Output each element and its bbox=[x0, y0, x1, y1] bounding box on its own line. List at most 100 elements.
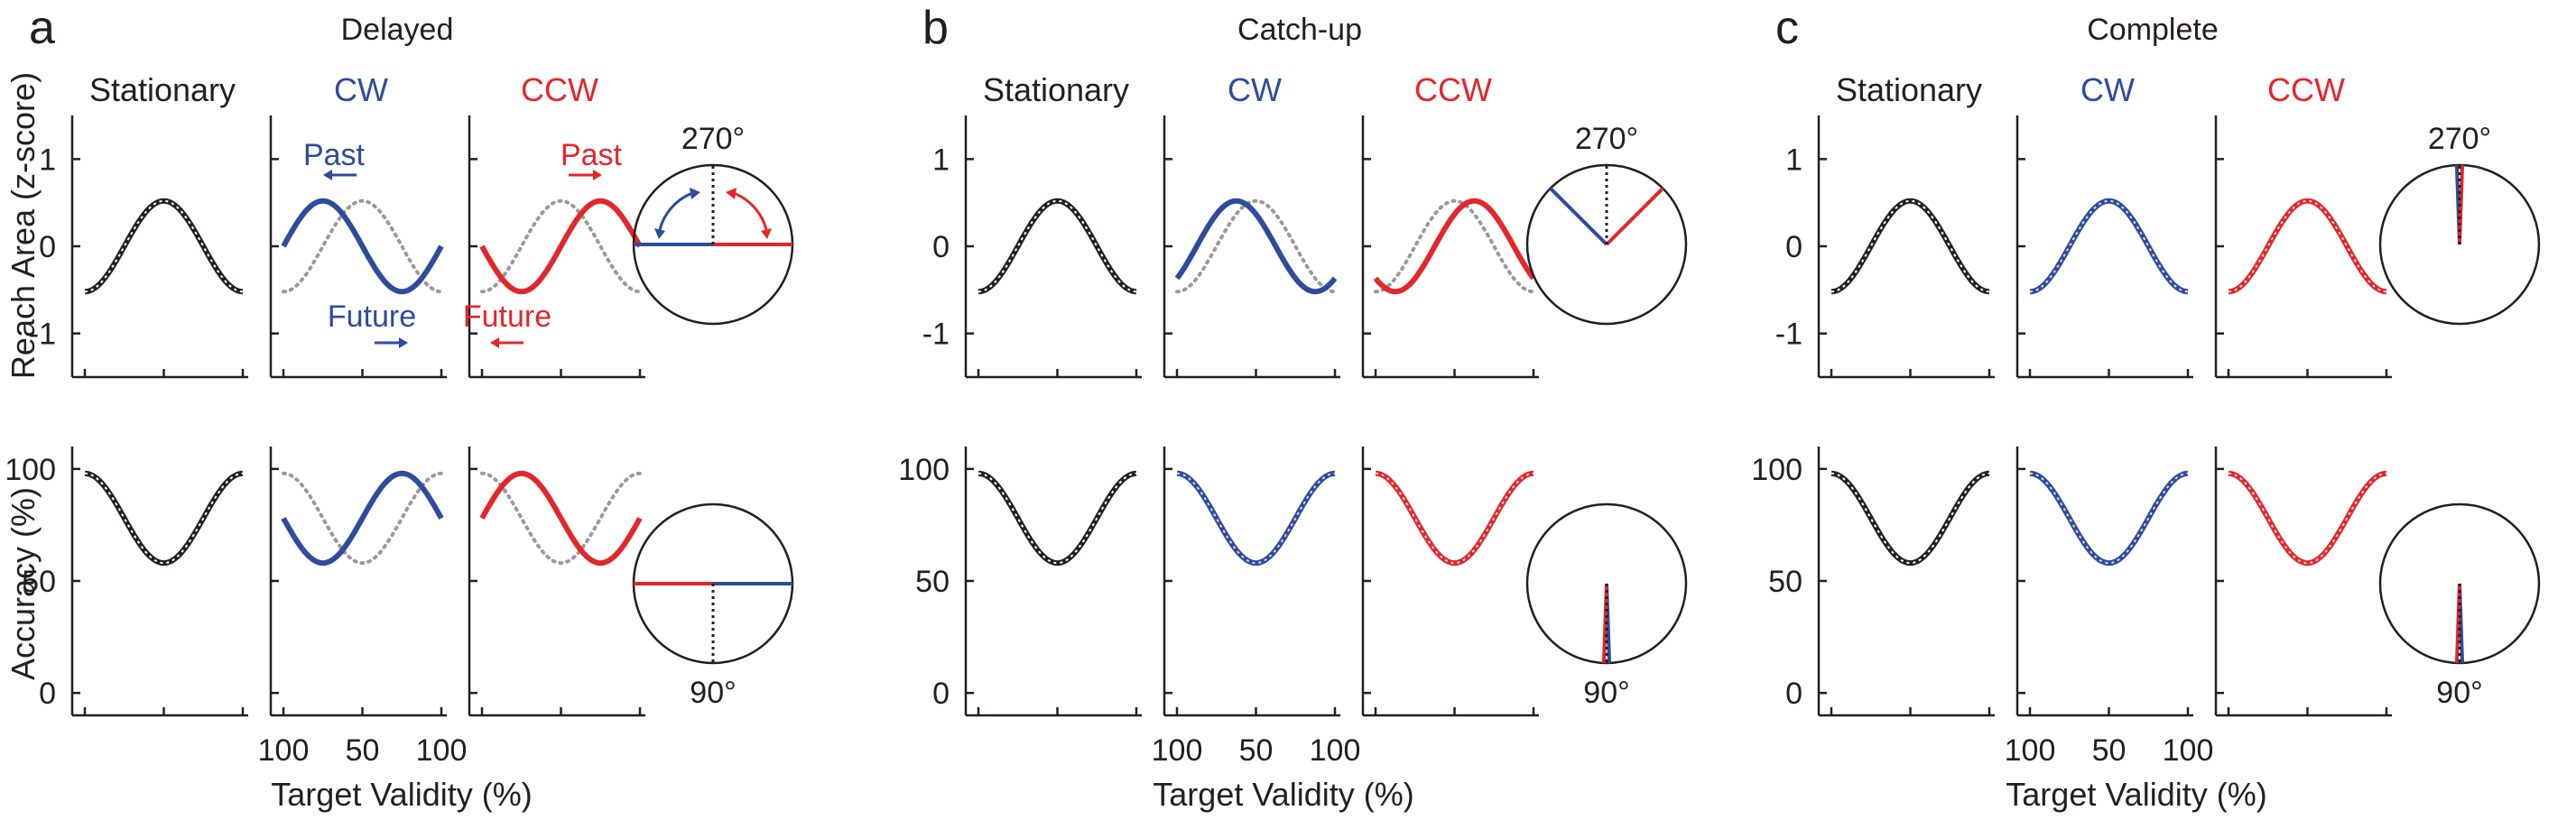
reference-dotted-line bbox=[1175, 198, 1337, 294]
reference-dotted-line bbox=[1830, 199, 1990, 293]
arc-cw bbox=[657, 190, 696, 235]
column-title: CW bbox=[334, 71, 388, 108]
series-line-cw bbox=[2029, 198, 2189, 295]
panel-letter: c bbox=[1775, 2, 1799, 54]
reference-dotted-line bbox=[84, 472, 244, 565]
series-line-cw bbox=[281, 198, 444, 295]
phase-circle bbox=[2378, 502, 2541, 665]
reference-dotted-line bbox=[2228, 199, 2387, 293]
reference-dotted-line bbox=[480, 471, 642, 566]
panel-b: b Catch-up Stationary CW CCW -1 0 1 270° 0 50 100 90… bbox=[898, 2, 1688, 813]
annotation-future-cw: Future bbox=[328, 299, 416, 334]
phase-spoke-ccw bbox=[1605, 187, 1664, 246]
y-tick-label: 0 bbox=[39, 230, 56, 264]
panel-letter: b bbox=[922, 2, 949, 54]
reference-dotted-line bbox=[2228, 472, 2387, 565]
reference-dotted-line bbox=[480, 198, 642, 294]
series-line-stationary bbox=[978, 470, 1137, 567]
y-tick-label: -1 bbox=[29, 318, 56, 352]
y-tick-label: 100 bbox=[1751, 453, 1802, 487]
arc-tail-ccw bbox=[726, 188, 737, 199]
annotation-past-ccw: Past bbox=[561, 138, 623, 172]
angle-label-270: 270° bbox=[681, 122, 745, 156]
arrowhead-past-ccw bbox=[593, 170, 602, 180]
column-title: CCW bbox=[2267, 71, 2345, 108]
x-axis-label: Target Validity (%) bbox=[1153, 776, 1413, 813]
arc-head-cw bbox=[690, 188, 700, 199]
reference-dotted-line bbox=[2029, 199, 2189, 293]
x-tick-label: 50 bbox=[2092, 733, 2127, 768]
reference-dotted-line bbox=[1176, 472, 1336, 565]
series-line-ccw bbox=[2228, 198, 2387, 295]
phase-spoke-cw bbox=[1549, 187, 1608, 246]
x-tick-label: 100 bbox=[2005, 733, 2056, 768]
arc-tail-cw bbox=[654, 228, 665, 239]
phase-circle bbox=[2378, 163, 2541, 326]
x-tick-label: 50 bbox=[346, 733, 380, 768]
panel-title: Delayed bbox=[341, 13, 454, 47]
series-line-cw bbox=[1174, 198, 1338, 295]
reference-dotted-line bbox=[84, 199, 244, 293]
y-tick-label: -1 bbox=[1775, 318, 1802, 352]
reference-dotted-line bbox=[1374, 198, 1535, 294]
series-line-cw bbox=[2029, 470, 2189, 567]
panel-title: Complete bbox=[2087, 13, 2219, 47]
y-tick-label: 50 bbox=[915, 565, 950, 599]
y-tick-label: 1 bbox=[39, 143, 56, 177]
series-line-stationary bbox=[1830, 198, 1990, 295]
column-title: Stationary bbox=[89, 71, 236, 108]
series-line-ccw bbox=[1373, 198, 1536, 295]
series-line-cw bbox=[281, 470, 444, 567]
x-tick-label: 100 bbox=[258, 733, 310, 768]
column-title: CCW bbox=[521, 71, 598, 108]
reference-dotted-line bbox=[1375, 472, 1534, 565]
arrowhead-future-ccw bbox=[490, 337, 499, 348]
y-tick-label: 1 bbox=[932, 143, 950, 177]
x-tick-label: 100 bbox=[416, 733, 468, 768]
reference-dotted-line bbox=[978, 199, 1137, 293]
series-line-cw bbox=[1176, 470, 1336, 567]
series-line-stationary bbox=[978, 198, 1137, 295]
y-tick-label: -1 bbox=[922, 318, 950, 352]
column-title: CW bbox=[1228, 71, 1282, 108]
angle-label-90: 90° bbox=[1583, 676, 1629, 710]
y-tick-label: 100 bbox=[5, 453, 56, 487]
arc-head-ccw bbox=[761, 228, 772, 239]
x-axis-label: Target Validity (%) bbox=[2006, 776, 2266, 813]
series-line-ccw bbox=[479, 470, 643, 567]
y-tick-label: 0 bbox=[1785, 230, 1802, 264]
y-tick-label: 1 bbox=[1785, 143, 1802, 177]
y-tick-label: 0 bbox=[39, 677, 56, 711]
x-axis-label: Target Validity (%) bbox=[271, 776, 532, 813]
y-tick-label: 0 bbox=[932, 230, 950, 264]
reference-dotted-line bbox=[282, 471, 443, 566]
phase-circle bbox=[1525, 502, 1688, 665]
series-line-ccw bbox=[479, 198, 643, 295]
x-tick-label: 100 bbox=[2163, 733, 2214, 768]
y-tick-label: 0 bbox=[932, 677, 950, 711]
reference-dotted-line bbox=[2029, 472, 2189, 565]
panel-title: Catch-up bbox=[1237, 13, 1362, 47]
series-line-stationary bbox=[84, 470, 244, 567]
y-axis-label-bottom: Accuracy (%) bbox=[5, 487, 42, 680]
column-title: Stationary bbox=[1836, 71, 1982, 108]
annotation-past-cw: Past bbox=[303, 138, 366, 172]
delayed-annotations: Past Future Past Future bbox=[303, 138, 772, 348]
annotation-future-ccw: Future bbox=[463, 299, 551, 334]
phase-circle bbox=[1525, 163, 1688, 326]
series-line-ccw bbox=[2228, 470, 2387, 567]
y-tick-label: 50 bbox=[1768, 565, 1802, 599]
arrowhead-future-cw bbox=[399, 337, 408, 348]
column-title: CW bbox=[2080, 71, 2135, 108]
series-line-stationary bbox=[1830, 470, 1990, 567]
x-tick-label: 100 bbox=[1152, 733, 1203, 768]
reference-dotted-line bbox=[978, 472, 1137, 565]
y-axis-label-top: Reach Area (z-score) bbox=[5, 72, 42, 379]
y-tick-label: 100 bbox=[898, 453, 950, 487]
series-line-ccw bbox=[1375, 470, 1534, 567]
y-tick-label: 50 bbox=[22, 565, 56, 599]
column-title: CCW bbox=[1414, 71, 1492, 108]
arc-ccw bbox=[730, 190, 769, 235]
reference-dotted-line bbox=[282, 198, 443, 294]
